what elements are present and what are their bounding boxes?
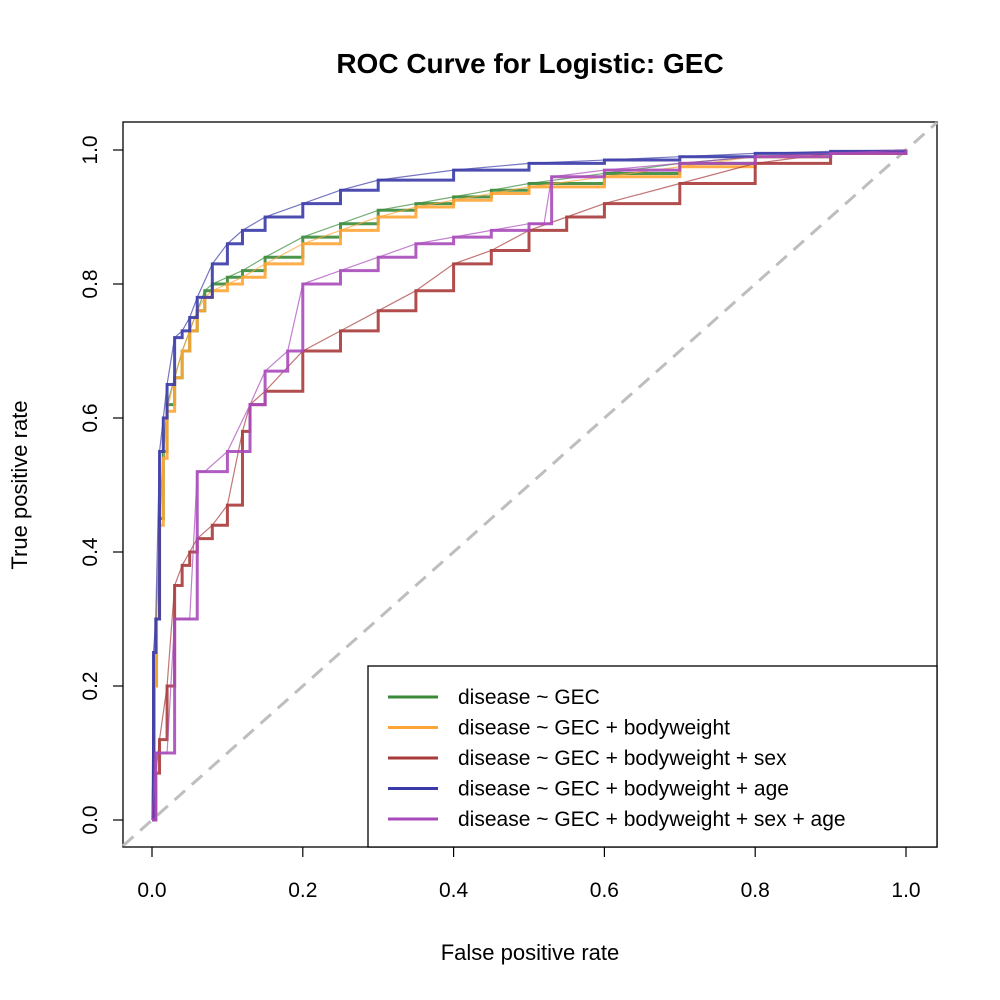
y-tick-label: 0.6: [79, 403, 102, 432]
x-tick-label: 0.8: [741, 879, 770, 902]
y-tick-label: 0.4: [79, 537, 102, 567]
legend-label: disease ~ GEC: [458, 686, 600, 709]
x-tick-label: 0.4: [439, 879, 469, 902]
y-tick-label: 1.0: [79, 135, 102, 164]
legend-box: [367, 665, 938, 848]
legend-label: disease ~ GEC + bodyweight: [458, 717, 730, 740]
x-tick-label: 0.0: [137, 879, 166, 902]
chart-title: ROC Curve for Logistic: GEC: [336, 48, 723, 79]
roc-series-line: [152, 149, 908, 822]
x-axis-title: False positive rate: [441, 940, 620, 965]
x-tick-label: 1.0: [891, 879, 920, 902]
reference-diagonal-line: [122, 121, 938, 847]
y-tick-label: 0.8: [79, 269, 102, 298]
x-tick-label: 0.6: [590, 879, 619, 902]
roc-series-line: [152, 150, 908, 822]
roc-series-smooth-line: [151, 149, 907, 821]
y-axis-title: True positive rate: [7, 400, 32, 569]
legend-label: disease ~ GEC + bodyweight + age: [458, 778, 789, 801]
y-tick-label: 0.2: [79, 671, 102, 700]
plot-area: 0.0 0.2 0.4 0.6 0.8 1.0 0.0 0.2 0.4 0.6 0.8 1.0: [79, 121, 938, 902]
legend-label: disease ~ GEC + bodyweight + sex: [458, 747, 787, 770]
roc-series-line: [152, 150, 908, 822]
y-tick-label: 0.0: [79, 805, 102, 834]
legend: disease ~ GEC disease ~ GEC + bodyweight d…: [367, 665, 938, 848]
legend-label: disease ~ GEC + bodyweight + sex + age: [458, 808, 846, 831]
roc-series-smooth-line: [151, 149, 907, 821]
x-tick-label: 0.2: [288, 879, 317, 902]
